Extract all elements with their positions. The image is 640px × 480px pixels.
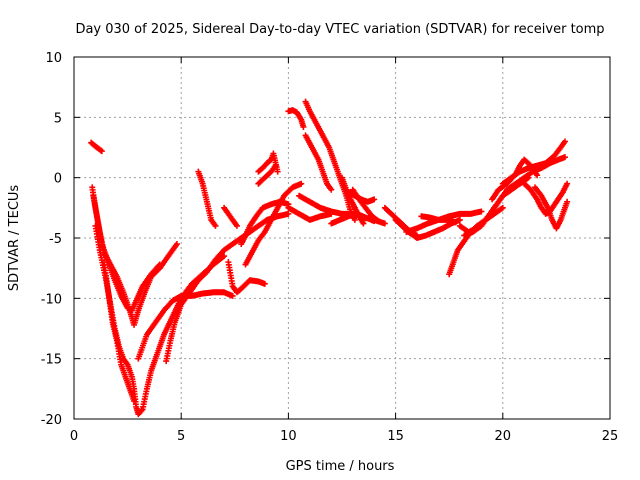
series-15 (285, 204, 335, 223)
data-point (456, 216, 463, 223)
chart-title: Day 030 of 2025, Sidereal Day-to-day VTE… (75, 22, 604, 37)
y-tick-label: -10 (41, 292, 62, 307)
series-4 (101, 259, 138, 404)
data-point (452, 219, 459, 226)
y-tick-label: 0 (54, 172, 62, 187)
data-point (561, 154, 568, 161)
y-tick-label: 5 (54, 111, 62, 126)
series-33 (531, 184, 571, 232)
series-6 (135, 289, 236, 362)
data-point (131, 397, 138, 404)
data-point (564, 198, 571, 205)
data-point (229, 292, 236, 299)
x-axis-label: GPS time / hours (286, 459, 395, 474)
data-point (261, 280, 268, 287)
data-point (285, 210, 292, 217)
series-9 (225, 259, 268, 296)
data-point (97, 147, 104, 154)
series-7 (195, 168, 219, 229)
data-point (212, 222, 219, 229)
data-point (561, 138, 568, 145)
data-point (173, 241, 180, 248)
y-axis-label: SDTVAR / TECUs (7, 185, 22, 292)
data-point (360, 220, 367, 227)
data-point (371, 196, 378, 203)
data-point (351, 216, 358, 223)
x-tick-label: 10 (280, 429, 297, 444)
data-point (233, 222, 240, 229)
data-point (564, 180, 571, 187)
data-point (478, 208, 485, 215)
series-11 (242, 180, 305, 268)
series-8 (221, 204, 240, 229)
data-point (328, 186, 335, 193)
x-tick-label: 5 (177, 429, 185, 444)
x-tick-label: 15 (387, 429, 404, 444)
x-tick-label: 20 (495, 429, 512, 444)
data-point (371, 218, 378, 225)
series-0 (88, 139, 105, 155)
x-tick-label: 0 (70, 429, 78, 444)
data-point (221, 253, 228, 260)
data-point (156, 261, 163, 268)
series-12 (255, 150, 281, 175)
series-26 (418, 213, 459, 226)
data-point (219, 254, 226, 261)
y-tick-label: -15 (41, 353, 62, 368)
series-17 (302, 132, 335, 193)
data-point (98, 148, 105, 155)
y-tick-label: 10 (45, 51, 62, 66)
data-marks (88, 98, 571, 418)
y-tick-label: -20 (41, 413, 62, 428)
data-point (272, 162, 279, 169)
axis-ticks: 0 5 10 15 20 25 -20 -15 -10 -5 0 5 10 (41, 51, 619, 444)
x-tick-label: 25 (602, 429, 619, 444)
series-22 (328, 210, 378, 227)
data-point (298, 180, 305, 187)
data-point (274, 168, 281, 175)
y-tick-label: -5 (49, 232, 62, 247)
data-point (534, 172, 541, 179)
series-29 (461, 154, 568, 239)
data-point (499, 204, 506, 211)
series-14 (285, 107, 307, 130)
series-31 (499, 138, 568, 187)
data-point (300, 123, 307, 130)
series-5 (163, 210, 292, 365)
data-point (381, 220, 388, 227)
series-13 (255, 162, 279, 187)
